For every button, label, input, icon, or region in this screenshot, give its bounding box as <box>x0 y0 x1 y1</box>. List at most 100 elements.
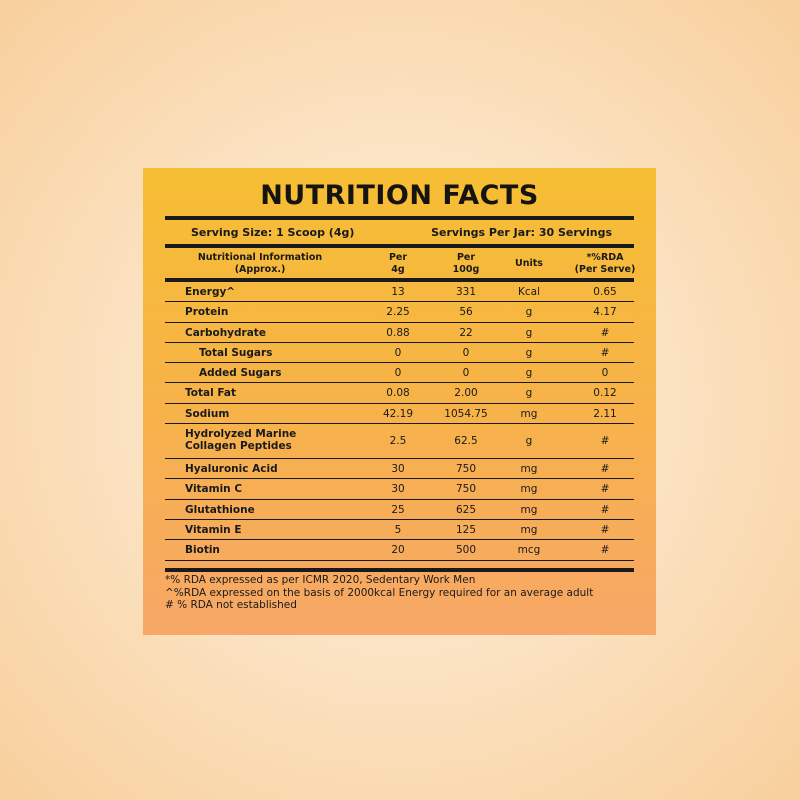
header-info-line1: Nutritional Information <box>197 252 323 263</box>
header-info-line2: (Approx.) <box>234 264 286 275</box>
unit-value: g <box>525 387 533 400</box>
per-4g-value: 30 <box>391 483 405 496</box>
per-100g-value: 62.5 <box>454 435 478 448</box>
unit-value: g <box>525 346 533 359</box>
nutrient-name: Energy^ <box>185 286 235 298</box>
per-100g-value: 0 <box>462 346 470 359</box>
unit-value: Kcal <box>517 286 540 298</box>
table-row: Total Sugars 0 0 g # <box>165 343 634 364</box>
nutrient-name: Added Sugars <box>199 367 282 379</box>
rda-value: # <box>600 523 610 536</box>
per-4g-value: 2.5 <box>389 435 407 448</box>
table-row: Energy^ 13 331 Kcal 0.65 <box>165 282 634 303</box>
header-per4g-line2: 4g <box>391 264 405 275</box>
footnotes: *% RDA expressed as per ICMR 2020, Seden… <box>165 574 634 612</box>
per-4g-value: 30 <box>391 463 405 476</box>
table-row: Glutathione 25 625 mg # <box>165 500 634 520</box>
per-4g-value: 25 <box>391 503 405 516</box>
unit-value: mcg <box>517 544 541 557</box>
nutrient-name-text: Total Fat <box>185 387 237 400</box>
rda-value: 0 <box>601 367 609 380</box>
nutrient-name-text: Sodium <box>185 407 230 420</box>
per-4g-value: 0 <box>394 367 402 380</box>
rda-value: 2.11 <box>593 407 617 420</box>
table-header: Nutritional Information (Approx.) Per 4g… <box>165 252 636 278</box>
table-row: Carbohydrate 0.88 22 g # <box>165 323 634 343</box>
footnote: *% RDA expressed as per ICMR 2020, Seden… <box>165 574 476 586</box>
nutrient-name: Biotin <box>185 544 220 556</box>
per-100g-value: 56 <box>459 306 473 319</box>
rda-value: # <box>600 503 610 516</box>
per-4g-value: 20 <box>391 544 405 557</box>
unit-value: g <box>525 367 533 380</box>
per-100g-value: 500 <box>455 544 477 557</box>
per-4g-value: 0.08 <box>386 387 410 400</box>
header-per100g-line1: Per <box>456 252 476 263</box>
nutrition-facts-panel: NUTRITION FACTS Serving Size: 1 Scoop (4… <box>143 168 656 635</box>
nutrient-name-text: Vitamin C <box>185 483 243 496</box>
servings-per-jar: Servings Per Jar: 30 Servings <box>431 226 612 239</box>
table-row: Hyaluronic Acid 30 750 mg # <box>165 459 634 480</box>
header-per4g-line1: Per <box>388 252 408 263</box>
nutrient-name: Total Fat <box>185 387 236 399</box>
serving-size: Serving Size: 1 Scoop (4g) <box>191 226 355 239</box>
header-rda-line2: (Per Serve) <box>574 264 636 275</box>
header-per-4g: Per 4g <box>373 252 423 276</box>
table-row: Sodium 42.19 1054.75 mg 2.11 <box>165 404 634 425</box>
nutrient-name: Hydrolyzed Marine <box>185 428 297 441</box>
per-100g-value: 22 <box>459 326 473 339</box>
table-row: Total Fat 0.08 2.00 g 0.12 <box>165 383 634 404</box>
per-100g-value: 1054.75 <box>444 407 488 420</box>
header-per-100g: Per 100g <box>437 252 495 276</box>
rda-value: # <box>600 435 610 448</box>
rda-value: # <box>600 544 610 557</box>
per-100g-value: 750 <box>455 463 477 476</box>
footnote: # % RDA not established <box>165 599 297 611</box>
per-4g-value: 0 <box>394 346 402 359</box>
footnote: ^%RDA expressed on the basis of 2000kcal… <box>165 586 594 599</box>
nutrient-name: Sodium <box>185 408 229 420</box>
per-4g-value: 13 <box>391 286 405 298</box>
unit-value: g <box>525 326 533 339</box>
table-row: Vitamin E 5 125 mg # <box>165 520 634 541</box>
table-row: Hydrolyzed Marine Collagen Peptides 2.5 62.… <box>165 424 634 460</box>
rda-value: # <box>600 346 610 359</box>
nutrient-name: Glutathione <box>185 504 255 516</box>
nutrient-name: Vitamin C <box>185 483 242 495</box>
divider <box>165 216 634 220</box>
header-rda-line1: *%RDA <box>586 252 624 263</box>
table-row: Added Sugars 0 0 g 0 <box>165 363 634 384</box>
per-4g-value: 0.88 <box>386 326 410 339</box>
per-100g-value: 331 <box>455 286 477 298</box>
nutrient-name: Hyaluronic Acid <box>185 463 278 475</box>
nutrient-name-text: Total Sugars <box>199 346 273 359</box>
per-4g-value: 5 <box>394 523 402 536</box>
header-per100g-line2: 100g <box>452 264 480 275</box>
unit-value: g <box>525 306 533 319</box>
rda-value: # <box>600 483 610 496</box>
table-row: Biotin 20 500 mcg # <box>165 540 634 561</box>
unit-value: mg <box>520 407 538 420</box>
nutrition-table-body: Energy^ 13 331 Kcal 0.65 Protein 2.25 56 g 4.17 Ca… <box>165 282 634 561</box>
per-100g-value: 2.00 <box>454 387 478 400</box>
rda-value: 4.17 <box>593 306 617 319</box>
unit-value: mg <box>520 463 538 476</box>
rda-value: # <box>600 326 610 339</box>
nutrient-name-text: Protein <box>185 306 229 319</box>
unit-value: mg <box>520 523 538 536</box>
per-100g-value: 750 <box>455 483 477 496</box>
per-100g-value: 0 <box>462 367 470 380</box>
header-info: Nutritional Information (Approx.) <box>165 252 355 276</box>
per-100g-value: 625 <box>455 503 477 516</box>
header-units: Units <box>515 258 543 269</box>
nutrient-name-text: Glutathione <box>185 503 255 516</box>
nutrient-name: Carbohydrate <box>185 327 266 339</box>
nutrient-name-text: Energy^ <box>185 286 236 298</box>
nutrient-name-text: Vitamin E <box>185 523 242 536</box>
unit-value: mg <box>520 483 538 496</box>
per-100g-value: 125 <box>455 523 477 536</box>
divider <box>165 278 634 282</box>
rda-value: 0.12 <box>593 387 617 400</box>
header-rda: *%RDA (Per Serve) <box>565 252 645 276</box>
nutrient-name-text: Biotin <box>185 544 220 557</box>
